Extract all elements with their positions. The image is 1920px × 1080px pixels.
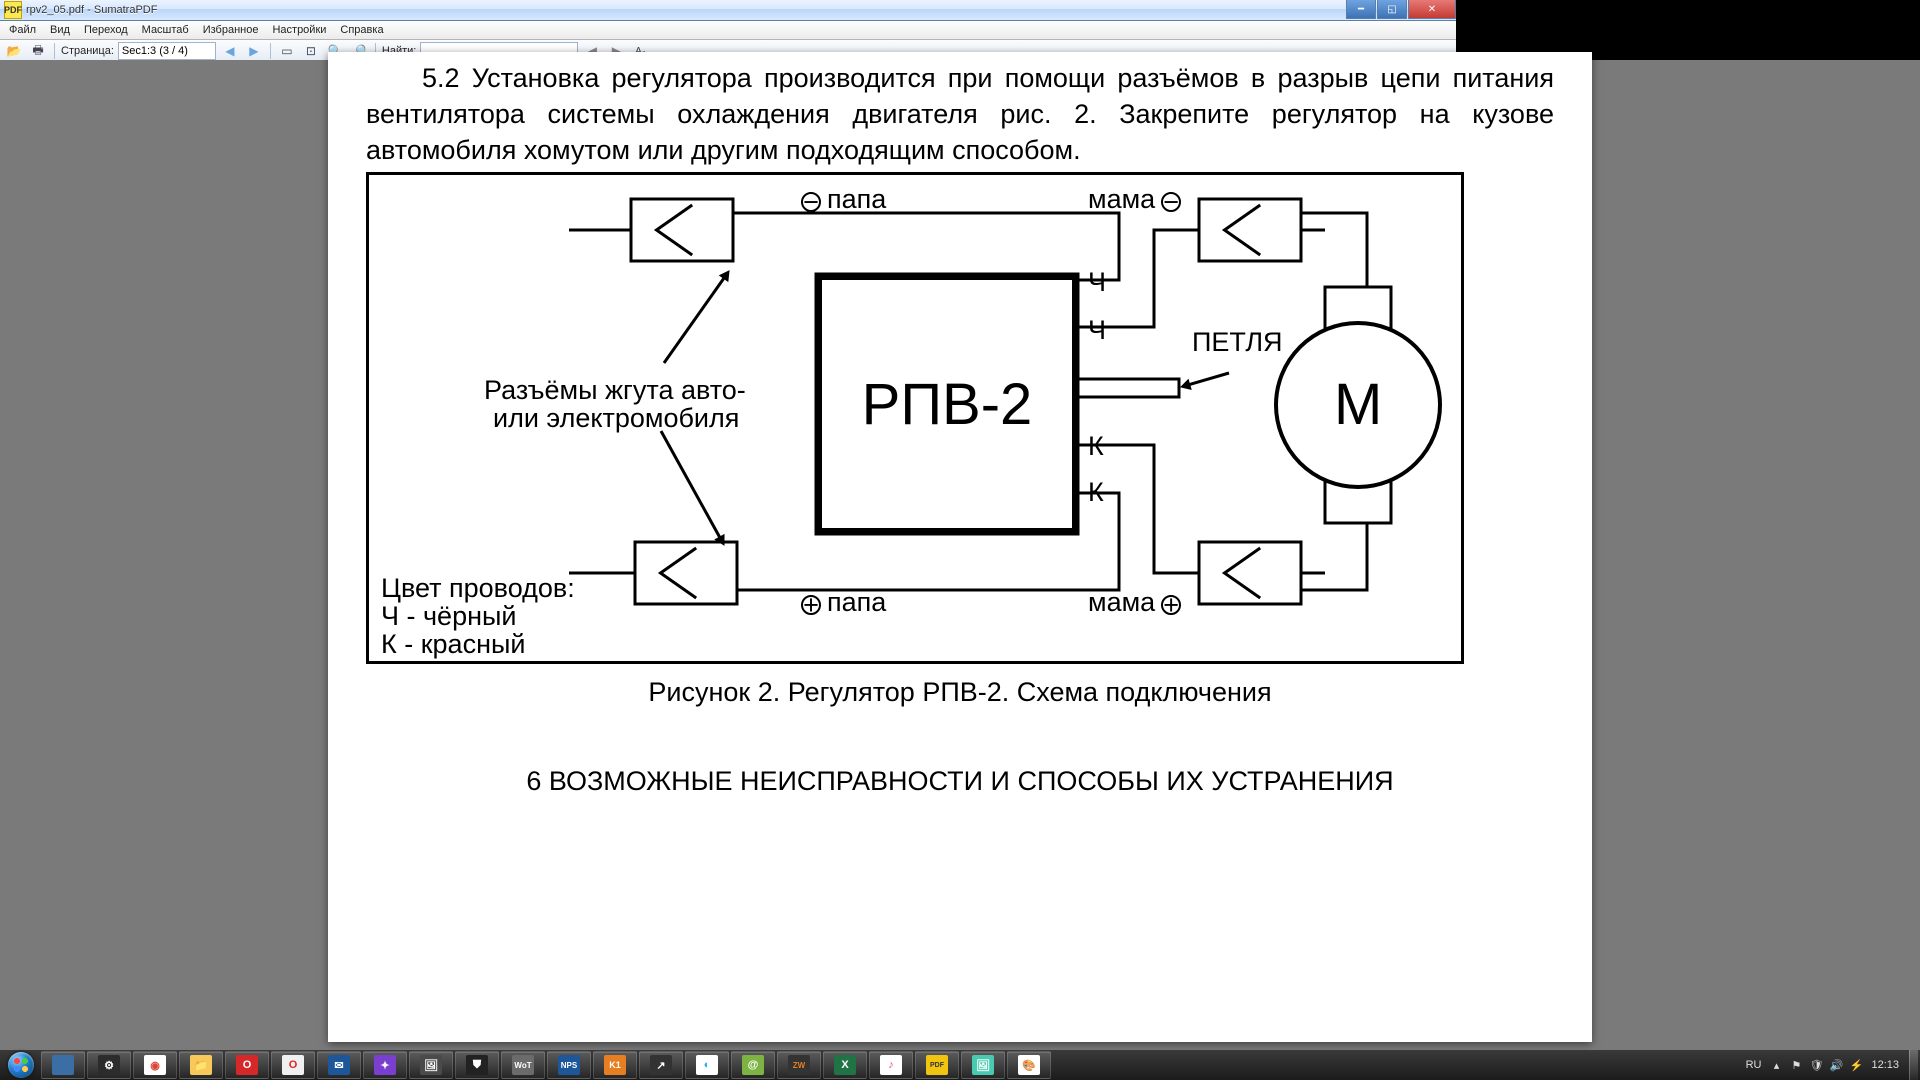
diagram-label-9: Разъёмы жгута авто- (484, 375, 746, 406)
diagram-label-8: ПЕТЛЯ (1192, 327, 1283, 358)
diagram-label-13: К - красный (381, 629, 525, 660)
heading-6: 6 ВОЗМОЖНЫЕ НЕИСПРАВНОСТИ И СПОСОБЫ ИХ У… (328, 766, 1592, 797)
taskbar-app-app-purple[interactable]: ✦ (363, 1051, 407, 1079)
tray-icon-0[interactable]: ▴ (1769, 1058, 1783, 1072)
taskbar-app-app-1[interactable] (41, 1051, 85, 1079)
taskbar-app-explorer[interactable]: 📁 (179, 1051, 223, 1079)
taskbar-app-opera1[interactable]: O (225, 1051, 269, 1079)
system-tray: RU ▴ ⚑ 🛡 🔊 ⚡ 12:13 (1746, 1058, 1905, 1072)
taskbar-app-wot[interactable]: WoT (501, 1051, 545, 1079)
taskbar-app-k1[interactable]: K1 (593, 1051, 637, 1079)
tray-icon-3[interactable]: 🔊 (1829, 1058, 1843, 1072)
taskbar-app-sumatra[interactable]: PDF (915, 1051, 959, 1079)
page-input[interactable] (118, 42, 216, 60)
taskbar-app-app-2[interactable]: ⚙ (87, 1051, 131, 1079)
taskbar-app-nps[interactable]: NPS (547, 1051, 591, 1079)
diagram-label-12: Ч - чёрный (381, 601, 517, 632)
taskbar-app-app-photo[interactable]: 🖼 (409, 1051, 453, 1079)
tray-icon-1[interactable]: ⚑ (1789, 1058, 1803, 1072)
rpv2-box: РПВ-2 (817, 275, 1077, 533)
figure-2-diagram: РПВ-2 M −папа мама− +папа мама+ ЧЧ КК ПЕТЛЯ Разъё… (366, 172, 1464, 664)
diagram-label-10: или электромобиля (493, 403, 739, 434)
diagram-label-3: мама+ (1088, 587, 1181, 618)
next-page-icon[interactable]: ▶ (244, 41, 264, 61)
taskbar-app-itunes[interactable]: ♪ (869, 1051, 913, 1079)
figure-2-caption: Рисунок 2. Регулятор РПВ-2. Схема подклю… (328, 677, 1592, 708)
open-icon[interactable]: 📂 (4, 41, 24, 61)
taskbar-app-app-shield[interactable]: ⛊ (455, 1051, 499, 1079)
diagram-label-5: Ч (1088, 315, 1106, 346)
taskbar-app-photos[interactable]: 🖼 (961, 1051, 1005, 1079)
taskbar-app-excel[interactable]: X (823, 1051, 867, 1079)
taskbar-app-app-round[interactable]: ◐ (685, 1051, 729, 1079)
clock[interactable]: 12:13 (1871, 1059, 1899, 1071)
show-desktop-button[interactable] (1909, 1050, 1918, 1080)
taskbar-app-paint[interactable]: 🎨 (1007, 1051, 1051, 1079)
taskbar-app-thunderbird[interactable]: ✉ (317, 1051, 361, 1079)
prev-page-icon[interactable]: ◀ (220, 41, 240, 61)
menu-bar: Файл Вид Переход Масштаб Избранное Настр… (0, 21, 1456, 40)
app-icon: PDF (4, 1, 22, 19)
start-button[interactable] (2, 1050, 40, 1080)
menu-file[interactable]: Файл (2, 23, 43, 37)
taskbar-app-app-at[interactable]: @ (731, 1051, 775, 1079)
diagram-label-2: +папа (801, 587, 886, 618)
menu-help[interactable]: Справка (333, 23, 390, 37)
page: 5.2 Установка регулятора производится пр… (328, 52, 1592, 1042)
window-maximize-button[interactable]: ◱ (1377, 0, 1407, 19)
menu-settings[interactable]: Настройки (265, 23, 333, 37)
fit-width-icon[interactable]: ▭ (277, 41, 297, 61)
menu-favorites[interactable]: Избранное (196, 23, 266, 37)
language-indicator[interactable]: RU (1746, 1059, 1762, 1071)
diagram-label-1: мама− (1088, 184, 1181, 215)
paragraph-5-2: 5.2 Установка регулятора производится пр… (366, 60, 1554, 168)
menu-zoom[interactable]: Масштаб (135, 23, 196, 37)
taskbar-app-opera2[interactable]: O (271, 1051, 315, 1079)
page-label: Страница: (61, 45, 114, 57)
separator (54, 43, 55, 59)
motor-label: M (1334, 371, 1382, 438)
menu-goto[interactable]: Переход (77, 23, 135, 37)
separator (270, 43, 271, 59)
taskbar-app-zw[interactable]: ZW (777, 1051, 821, 1079)
diagram-label-4: Ч (1088, 267, 1106, 298)
window-titlebar: PDF rpv2_05.pdf - SumatraPDF ━ ◱ ✕ (0, 0, 1456, 21)
window-title: rpv2_05.pdf - SumatraPDF (26, 4, 157, 16)
diagram-label-0: −папа (801, 184, 886, 215)
taskbar-app-chrome[interactable]: ◉ (133, 1051, 177, 1079)
taskbar-app-app-arrow[interactable]: ↗ (639, 1051, 683, 1079)
window-close-button[interactable]: ✕ (1408, 0, 1456, 19)
tray-icon-2[interactable]: 🛡 (1809, 1058, 1823, 1072)
fit-page-icon[interactable]: ⊡ (301, 41, 321, 61)
menu-view[interactable]: Вид (43, 23, 77, 37)
diagram-label-6: К (1088, 431, 1104, 462)
print-icon[interactable]: 🖶 (28, 41, 48, 61)
tray-icon-4[interactable]: ⚡ (1849, 1058, 1863, 1072)
document-viewport[interactable]: 5.2 Установка регулятора производится пр… (0, 60, 1920, 1050)
window-minimize-button[interactable]: ━ (1346, 0, 1376, 19)
diagram-label-11: Цвет проводов: (381, 573, 575, 604)
taskbar: ⚙◉📁OO✉✦🖼⛊WoTNPSK1↗◐@ZWX♪PDF🖼🎨 RU ▴⚑🛡🔊⚡ 1… (0, 1050, 1920, 1080)
diagram-label-7: К (1088, 477, 1104, 508)
